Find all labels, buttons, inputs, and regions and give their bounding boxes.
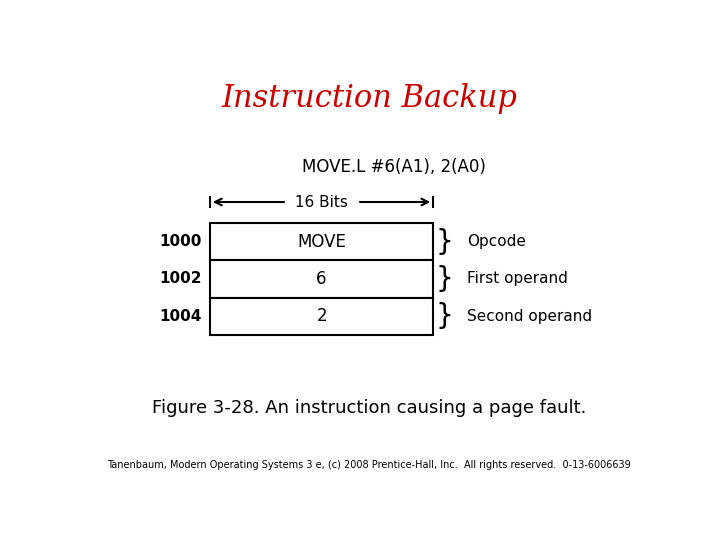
Text: 16 Bits: 16 Bits — [290, 194, 353, 210]
Text: 1004: 1004 — [159, 309, 202, 324]
Text: First operand: First operand — [467, 272, 567, 286]
Bar — [210, 223, 433, 260]
Text: Instruction Backup: Instruction Backup — [221, 83, 517, 113]
Text: Opcode: Opcode — [467, 234, 526, 249]
Text: 6: 6 — [316, 270, 327, 288]
Bar — [210, 260, 433, 298]
Text: MOVE: MOVE — [297, 233, 346, 251]
Text: 1002: 1002 — [159, 272, 202, 286]
Text: MOVE.L #6(A1), 2(A0): MOVE.L #6(A1), 2(A0) — [302, 158, 486, 176]
Text: Second operand: Second operand — [467, 309, 592, 324]
Text: 1000: 1000 — [159, 234, 202, 249]
Text: Tanenbaum, Modern Operating Systems 3 e, (c) 2008 Prentice-Hall, Inc.  All right: Tanenbaum, Modern Operating Systems 3 e,… — [107, 460, 631, 470]
Text: }: } — [436, 227, 454, 255]
Text: 2: 2 — [316, 307, 327, 326]
Text: }: } — [436, 265, 454, 293]
Text: }: } — [436, 302, 454, 330]
Text: Figure 3-28. An instruction causing a page fault.: Figure 3-28. An instruction causing a pa… — [152, 399, 586, 417]
Bar — [210, 298, 433, 335]
